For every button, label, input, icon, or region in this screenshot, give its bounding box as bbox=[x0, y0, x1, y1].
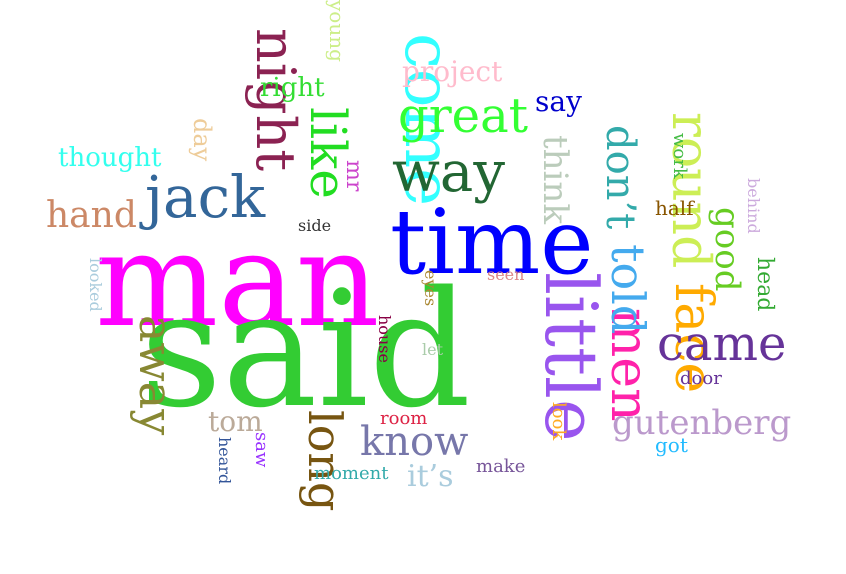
word-13: told bbox=[601, 244, 655, 335]
word-21: think bbox=[535, 135, 575, 224]
word-49: make bbox=[476, 456, 526, 477]
word-36: door bbox=[680, 368, 722, 389]
word-14: don’t bbox=[597, 125, 643, 230]
word-27: day bbox=[188, 118, 216, 162]
word-30: tom bbox=[208, 405, 263, 438]
word-45: got bbox=[655, 433, 688, 457]
word-38: looked bbox=[86, 258, 105, 312]
word-9: great bbox=[398, 88, 528, 144]
word-26: thought bbox=[58, 143, 162, 173]
word-42: let bbox=[422, 340, 444, 359]
word-7: jack bbox=[145, 163, 266, 231]
word-15: came bbox=[657, 316, 787, 372]
word-20: good bbox=[707, 207, 747, 292]
word-43: room bbox=[380, 408, 428, 429]
word-29: young bbox=[325, 0, 349, 62]
word-33: work bbox=[669, 133, 690, 179]
word-0: man bbox=[95, 204, 380, 356]
word-19: hand bbox=[46, 195, 137, 236]
word-23: gutenberg bbox=[612, 403, 792, 443]
word-22: project bbox=[402, 55, 503, 88]
word-34: half bbox=[655, 196, 694, 220]
word-16: away bbox=[129, 315, 183, 436]
word-35: behind bbox=[744, 178, 763, 234]
word-24: say bbox=[535, 85, 582, 118]
word-46: saw bbox=[251, 432, 272, 468]
word-1: said bbox=[140, 256, 472, 443]
word-48: moment bbox=[314, 463, 389, 484]
word-25: right bbox=[260, 73, 325, 103]
word-47: heard bbox=[215, 437, 234, 485]
word-44: look bbox=[548, 402, 569, 441]
word-39: eyes bbox=[421, 270, 440, 307]
word-18: know bbox=[360, 419, 469, 465]
word-37: side bbox=[298, 216, 332, 235]
word-4: little bbox=[529, 272, 613, 442]
word-2: time bbox=[390, 190, 594, 295]
word-17: long bbox=[298, 410, 352, 512]
word-41: house bbox=[375, 315, 394, 363]
word-32: head bbox=[752, 257, 777, 312]
word-28: mr bbox=[341, 160, 366, 192]
word-31: it’s bbox=[407, 459, 454, 494]
word-8: way bbox=[392, 140, 505, 205]
word-40: seen bbox=[487, 265, 525, 284]
